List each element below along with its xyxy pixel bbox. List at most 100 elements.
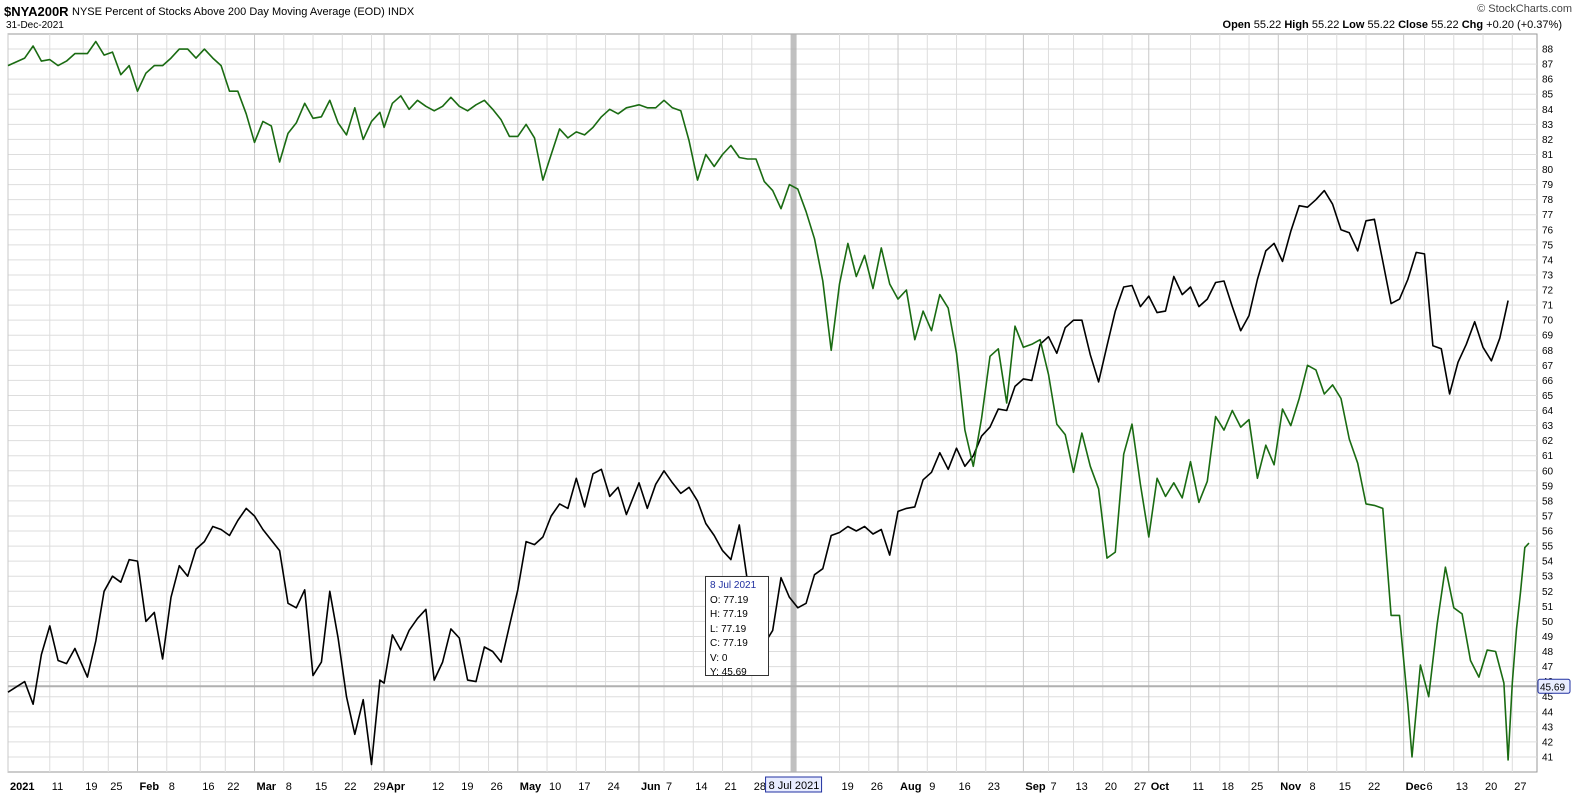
chart-symbol: $NYA200R xyxy=(4,4,69,19)
x-tick-label: 11 xyxy=(52,781,63,793)
x-tick-label: 27 xyxy=(1514,781,1526,793)
crosshair-y-label-box xyxy=(1537,678,1571,694)
x-tick-label: 8 xyxy=(1310,781,1316,793)
x-tick-label: 19 xyxy=(85,781,97,793)
y-tick-label: 70 xyxy=(1542,316,1554,327)
crosshair-tooltip: 8 Jul 2021 O: 77.19 H: 77.19 L: 77.19 C:… xyxy=(705,576,769,678)
close-value: 55.22 xyxy=(1431,19,1459,31)
chart-date: 31-Dec-2021 xyxy=(6,20,64,31)
y-tick-label: 47 xyxy=(1542,662,1554,673)
y-tick-label: 73 xyxy=(1542,270,1554,281)
x-tick-label: 29 xyxy=(374,781,386,793)
x-tick-label: 6 xyxy=(1427,781,1433,793)
y-tick-label: 88 xyxy=(1542,45,1554,56)
y-tick-label: 43 xyxy=(1542,722,1554,733)
x-tick-label: 26 xyxy=(871,781,883,793)
y-tick-label: 75 xyxy=(1542,240,1554,251)
low-label: Low xyxy=(1342,19,1365,31)
x-tick-label: 7 xyxy=(1050,781,1056,793)
grid-layer xyxy=(7,33,1538,773)
high-label: High xyxy=(1284,19,1309,31)
x-tick-label: 25 xyxy=(1251,781,1263,793)
chart-description: NYSE Percent of Stocks Above 200 Day Mov… xyxy=(72,6,414,18)
y-tick-label: 53 xyxy=(1542,572,1554,583)
x-tick-label: Mar xyxy=(257,781,277,793)
y-tick-label: 48 xyxy=(1542,647,1554,658)
y-tick-label: 66 xyxy=(1542,376,1554,387)
y-tick-label: 80 xyxy=(1542,165,1554,176)
y-tick-label: 85 xyxy=(1542,90,1554,101)
y-tick-label: 77 xyxy=(1542,210,1554,221)
x-tick-label: 15 xyxy=(315,781,327,793)
x-tick-label: 14 xyxy=(695,781,707,793)
x-tick-label: 13 xyxy=(1456,781,1468,793)
y-tick-label: 49 xyxy=(1542,632,1554,643)
x-tick-label: 15 xyxy=(1339,781,1351,793)
y-tick-label: 56 xyxy=(1542,527,1554,538)
x-tick-label: 10 xyxy=(549,781,561,793)
crosshair-y-label: 45.69 xyxy=(1540,682,1565,693)
x-tick-label: 9 xyxy=(929,781,935,793)
x-tick-label: 27 xyxy=(1134,781,1146,793)
y-tick-label: 45 xyxy=(1542,692,1554,703)
x-tick-label: 7 xyxy=(666,781,672,793)
x-tick-label: May xyxy=(520,781,542,793)
x-tick-label: 28 xyxy=(754,781,766,793)
y-tick-label: 86 xyxy=(1542,75,1554,86)
x-tick-label: 12 xyxy=(432,781,444,793)
x-tick-label: 17 xyxy=(578,781,590,793)
crosshair-x-label: 8 Jul 2021 xyxy=(769,780,820,792)
low-value: 55.22 xyxy=(1367,19,1396,31)
close-label: Close xyxy=(1398,19,1429,31)
x-tick-label: 23 xyxy=(988,781,1000,793)
tooltip-y: Y: 45.69 xyxy=(710,667,747,678)
x-tick-label: Oct xyxy=(1151,781,1170,793)
x-tick-label: 11 xyxy=(1193,781,1204,793)
y-tick-label: 74 xyxy=(1542,255,1554,266)
x-tick-label: 22 xyxy=(227,781,239,793)
x-tick-label: 22 xyxy=(1368,781,1380,793)
series-line-2 xyxy=(7,40,1530,761)
x-tick-label: 18 xyxy=(1222,781,1234,793)
y-tick-label: 52 xyxy=(1542,587,1554,598)
y-tick-label: 63 xyxy=(1542,421,1554,432)
y-tick-label: 84 xyxy=(1542,105,1554,116)
x-tick-label: 24 xyxy=(608,781,620,793)
x-tick-label: 8 xyxy=(169,781,175,793)
high-value: 55.22 xyxy=(1311,19,1340,31)
ohlc-readout: Open 55.22 High 55.22 Low 55.22 Close 55… xyxy=(1223,19,1562,31)
y-tick-label: 69 xyxy=(1542,331,1554,342)
y-tick-label: 58 xyxy=(1542,496,1554,507)
x-tick-label: Sep xyxy=(1025,781,1045,793)
y-tick-label: 72 xyxy=(1542,286,1554,297)
x-tick-label: 22 xyxy=(344,781,356,793)
tooltip-high: H: 77.19 xyxy=(710,609,748,620)
x-tick-label: Aug xyxy=(900,781,921,793)
y-tick-label: 54 xyxy=(1542,557,1554,568)
x-tick-label: Dec xyxy=(1406,781,1426,793)
y-tick-label: 81 xyxy=(1542,150,1554,161)
y-tick-label: 42 xyxy=(1542,737,1554,748)
x-tick-label: 16 xyxy=(202,781,214,793)
x-tick-label: 19 xyxy=(842,781,854,793)
y-tick-label: 79 xyxy=(1542,180,1554,191)
tooltip-open: O: 77.19 xyxy=(710,594,749,606)
x-tick-label: Jun xyxy=(641,781,661,793)
y-tick-label: 87 xyxy=(1542,60,1554,71)
x-tick-label: Feb xyxy=(140,781,160,793)
crosshair-x-label-box xyxy=(765,776,823,793)
open-value: 55.22 xyxy=(1253,19,1282,31)
x-tick-label: 26 xyxy=(491,781,503,793)
axis-layer: 4142434445464748495051525354555657585960… xyxy=(10,45,1571,793)
chg-value: +0.20 (+0.37%) xyxy=(1486,19,1562,31)
x-tick-label: 8 xyxy=(286,781,292,793)
x-tick-label: Nov xyxy=(1280,781,1302,793)
x-tick-label: 2021 xyxy=(10,781,34,793)
chg-label: Chg xyxy=(1461,19,1484,31)
y-tick-label: 82 xyxy=(1542,135,1554,146)
exchange-label: INDX xyxy=(387,6,415,18)
y-tick-label: 50 xyxy=(1542,617,1554,628)
stockcharts-logo: © StockCharts.com xyxy=(1477,3,1572,15)
tooltip-close: C: 77.19 xyxy=(710,638,748,649)
